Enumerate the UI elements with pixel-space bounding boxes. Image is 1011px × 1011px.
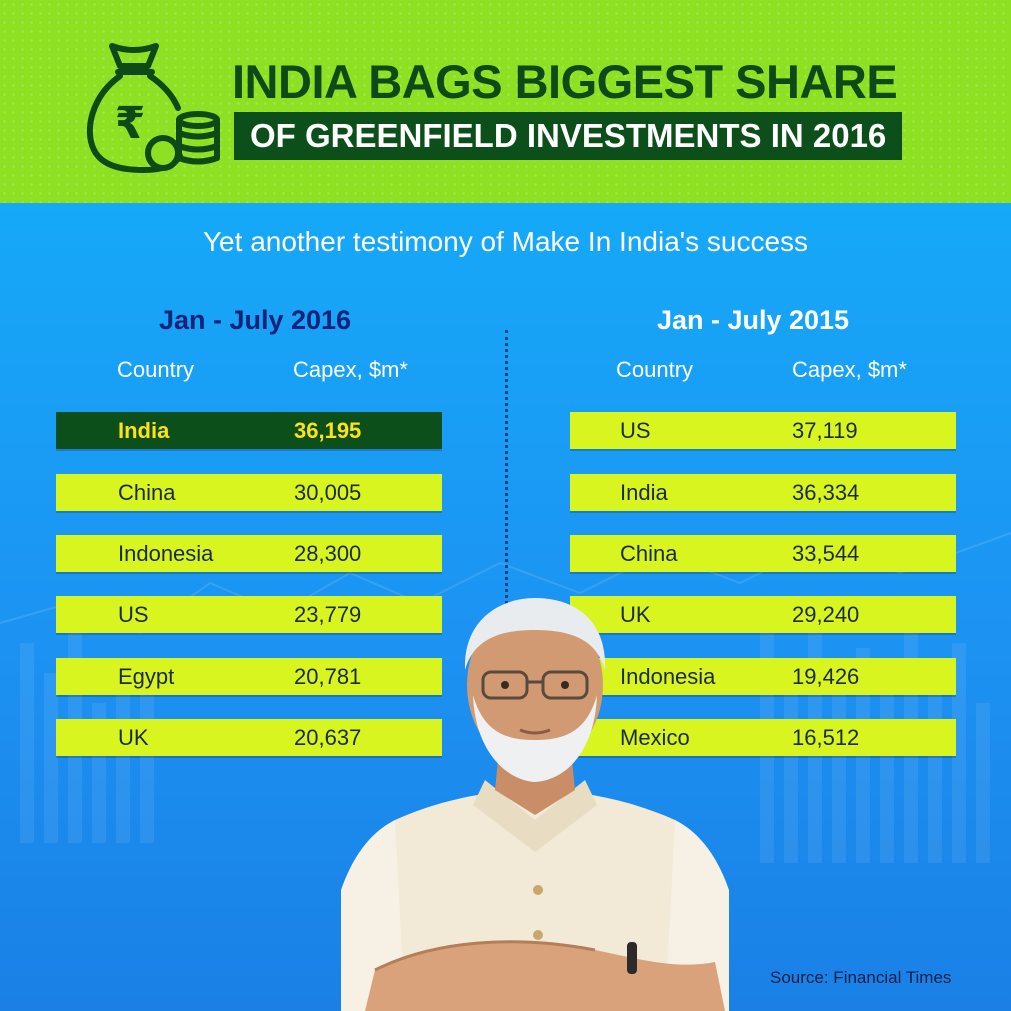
table-2015-country-header: Country <box>616 357 694 382</box>
country-name: India <box>620 480 668 505</box>
table-2016-row: India 36,195 <box>56 412 442 449</box>
table-2015-capex-header: Capex, $m* <box>792 357 907 382</box>
country-name: UK <box>620 602 651 627</box>
table-2016-row: UK 20,637 <box>56 719 442 756</box>
table-2015-row: Mexico 16,512 <box>570 719 956 756</box>
table-2016-row: China 30,005 <box>56 474 442 511</box>
country-name: India <box>118 418 170 443</box>
country-name: US <box>620 418 651 443</box>
capex-value: 20,637 <box>294 725 362 750</box>
capex-value: 36,195 <box>294 418 362 443</box>
capex-value: 36,334 <box>792 480 860 505</box>
capex-value: 33,544 <box>792 541 860 566</box>
country-name: Mexico <box>620 725 690 750</box>
table-2016-row: Egypt 20,781 <box>56 658 442 695</box>
capex-value: 29,240 <box>792 602 860 627</box>
table-2015-title: Jan - July 2015 <box>656 305 850 335</box>
table-2015-row: India 36,334 <box>570 474 956 511</box>
capex-value: 23,779 <box>294 602 362 627</box>
capex-value: 16,512 <box>792 725 860 750</box>
title-line-2: OF GREENFIELD INVESTMENTS IN 2016 <box>234 112 903 160</box>
country-name: US <box>118 602 149 627</box>
table-2015-row: China 33,544 <box>570 535 956 572</box>
person-photo <box>341 598 729 1011</box>
header-banner: ₹ INDIA BAGS BIGGEST SHARE OF GREENFIELD… <box>0 0 1011 203</box>
money-bag-rupee-icon: ₹ <box>86 43 220 173</box>
subtitle: Yet another testimony of Make In India's… <box>202 226 809 257</box>
table-2015-row: US 37,119 <box>570 412 956 449</box>
country-name: Indonesia <box>620 664 716 689</box>
country-name: Indonesia <box>118 541 214 566</box>
capex-value: 37,119 <box>792 418 858 443</box>
country-name: Egypt <box>118 664 175 689</box>
source-credit: Source: Financial Times <box>770 968 952 987</box>
country-name: UK <box>118 725 149 750</box>
table-2015-row: UK 29,240 <box>570 596 956 633</box>
capex-value: 30,005 <box>294 480 362 505</box>
table-2016-capex-header: Capex, $m* <box>293 357 408 382</box>
country-name: China <box>620 541 678 566</box>
table-2016-country-header: Country <box>117 357 195 382</box>
table-divider <box>505 330 508 610</box>
rupee-symbol: ₹ <box>115 98 146 149</box>
table-2016-row: Indonesia 28,300 <box>56 535 442 572</box>
capex-value: 28,300 <box>294 541 362 566</box>
capex-value: 19,426 <box>792 664 860 689</box>
country-name: China <box>118 480 176 505</box>
capex-value: 20,781 <box>294 664 362 689</box>
table-2016-row: US 23,779 <box>56 596 442 633</box>
table-2016-title: Jan - July 2016 <box>158 305 352 335</box>
title-line-1: INDIA BAGS BIGGEST SHARE <box>232 55 898 108</box>
table-2015-row: Indonesia 19,426 <box>570 658 956 695</box>
